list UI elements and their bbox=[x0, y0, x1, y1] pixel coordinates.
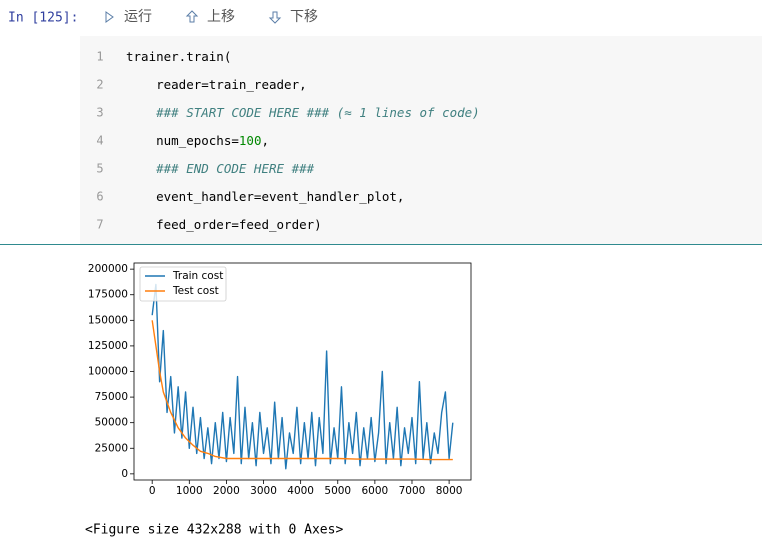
line-number: 2 bbox=[96, 78, 103, 92]
toolbar-button[interactable]: 上移 bbox=[207, 9, 235, 25]
y-tick-label: 100000 bbox=[88, 366, 128, 378]
line-number: 7 bbox=[96, 218, 103, 232]
code-line: ### START CODE HERE ### (≈ 1 lines of co… bbox=[126, 105, 480, 120]
code-line: reader=train_reader, bbox=[126, 77, 307, 92]
line-number: 3 bbox=[96, 106, 103, 120]
chart: 0 1000 2000 3000 4000 5000 6000 7000 8000 0 25000 5… bbox=[88, 262, 472, 497]
prompt: In [125]: bbox=[8, 11, 78, 26]
x-tick-label: 2000 bbox=[213, 485, 240, 497]
y-tick-label: 200000 bbox=[88, 263, 128, 275]
code-token: event_handler=event_handler_plot, bbox=[126, 189, 404, 204]
code-line: feed_order=feed_order) bbox=[126, 217, 322, 232]
series-line bbox=[151, 320, 453, 461]
output-text: <Figure size 432x288 with 0 Axes> bbox=[85, 523, 343, 538]
code-cell[interactable] bbox=[80, 36, 762, 244]
code-line: num_epochs=100, bbox=[126, 133, 269, 148]
x-tick-label: 5000 bbox=[324, 485, 351, 497]
down-icon[interactable] bbox=[268, 11, 282, 24]
code-token: 100 bbox=[239, 133, 262, 148]
code-token: ### START CODE HERE ### (≈ 1 lines of co… bbox=[126, 105, 480, 120]
code-token: reader=train_reader, bbox=[126, 77, 307, 92]
x-tick-label: 6000 bbox=[362, 485, 389, 497]
x-tick-label: 0 bbox=[149, 485, 156, 497]
x-tick-label: 7000 bbox=[399, 485, 426, 497]
y-tick-label: 150000 bbox=[88, 314, 128, 326]
y-tick-label: 75000 bbox=[95, 391, 128, 403]
code-token: trainer.train( bbox=[126, 49, 231, 64]
y-tick-label: 0 bbox=[121, 468, 128, 480]
line-number: 4 bbox=[96, 134, 103, 148]
toolbar-button[interactable]: 运行 bbox=[124, 9, 152, 25]
code-line: trainer.train( bbox=[126, 49, 231, 64]
code-token: , bbox=[261, 133, 269, 148]
y-tick-label: 175000 bbox=[88, 289, 128, 301]
y-tick-label: 50000 bbox=[95, 417, 128, 429]
legend-label: Test cost bbox=[172, 285, 219, 297]
code: 1 trainer.train( 2 reader=train_reader, 3 #… bbox=[96, 49, 479, 232]
line-number: 1 bbox=[96, 50, 103, 64]
code-token: num_epochs= bbox=[126, 133, 239, 148]
y-tick-label: 125000 bbox=[88, 340, 128, 352]
x-tick-label: 4000 bbox=[287, 485, 314, 497]
legend-label: Train cost bbox=[172, 270, 223, 282]
code-line: event_handler=event_handler_plot, bbox=[126, 189, 404, 204]
up-icon[interactable] bbox=[185, 10, 199, 23]
series-line bbox=[151, 283, 454, 470]
x-tick-label: 1000 bbox=[176, 485, 203, 497]
code-token: feed_order=feed_order) bbox=[126, 217, 322, 232]
x-tick-label: 3000 bbox=[250, 485, 277, 497]
run-icon[interactable] bbox=[105, 11, 114, 23]
y-tick-label: 25000 bbox=[95, 442, 128, 454]
line-number: 6 bbox=[96, 190, 103, 204]
line-number: 5 bbox=[96, 162, 103, 176]
toolbar-button[interactable]: 下移 bbox=[290, 9, 318, 25]
code-line: ### END CODE HERE ### bbox=[126, 161, 315, 176]
code-token: ### END CODE HERE ### bbox=[126, 161, 315, 176]
x-tick-label: 8000 bbox=[436, 485, 463, 497]
